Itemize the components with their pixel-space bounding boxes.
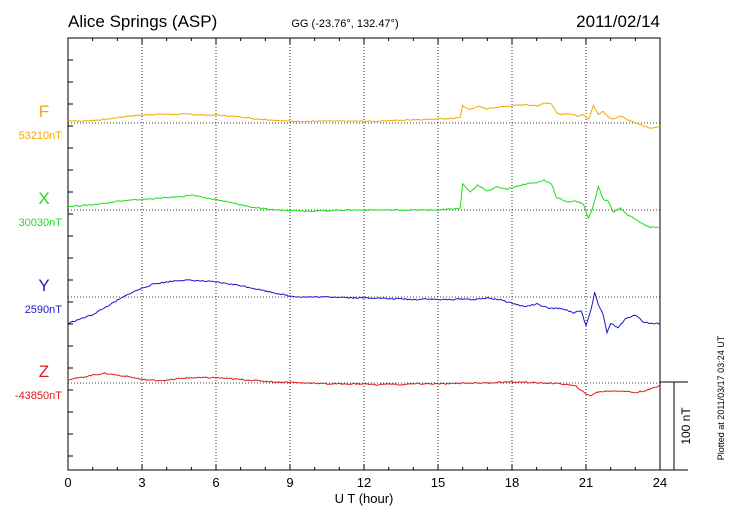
plot-timestamp: Plotted at 2011/03/17 03:24 UT [716, 335, 726, 460]
series-name-y: Y [38, 276, 49, 295]
scale-bar: 100 nT [660, 381, 693, 471]
series-line-y [67, 279, 661, 335]
x-tick-label: 0 [64, 475, 71, 490]
series-baseline-label-z: -43850nT [15, 390, 62, 402]
chart-date: 2011/02/14 [576, 12, 660, 31]
series-name-f: F [39, 102, 49, 121]
x-tick-label: 24 [653, 475, 667, 490]
x-tick-label: 9 [286, 475, 293, 490]
series-baseline-label-x: 30030nT [19, 217, 63, 229]
x-tick-label: 12 [357, 475, 371, 490]
x-tick-label: 15 [431, 475, 445, 490]
grid [68, 38, 660, 470]
series-name-x: X [38, 189, 49, 208]
series-name-z: Z [39, 362, 49, 381]
series-line-x [67, 179, 661, 229]
x-tick-label: 21 [579, 475, 593, 490]
series-labels: F 53210nT X 30030nT Y 2590nT Z -43850nT [15, 102, 62, 402]
x-tick-label: 6 [212, 475, 219, 490]
series-baseline-label-f: 53210nT [19, 130, 63, 142]
series-layer [67, 102, 661, 397]
x-axis-label: U T (hour) [335, 491, 394, 506]
x-tick-label: 3 [138, 475, 145, 490]
chart-title: Alice Springs (ASP) [68, 12, 217, 31]
axis-ticks: 0 3 6 9 12 15 18 21 24 [64, 38, 667, 490]
scale-bar-label: 100 nT [679, 407, 693, 445]
chart-subtitle: GG (-23.76°, 132.47°) [291, 18, 398, 30]
series-line-z [67, 372, 661, 397]
x-tick-label: 18 [505, 475, 519, 490]
series-baseline-label-y: 2590nT [25, 304, 63, 316]
series-line-f [68, 102, 661, 129]
